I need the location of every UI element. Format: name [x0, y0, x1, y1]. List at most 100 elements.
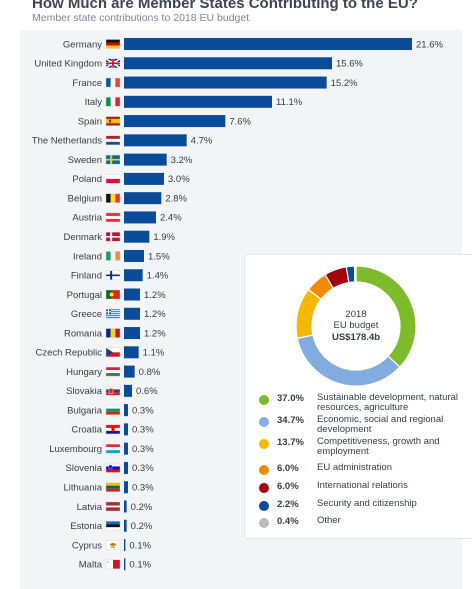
flag-fi-icon	[105, 270, 121, 280]
country-label: Estonia	[70, 521, 102, 532]
bar-value-label: 3.0%	[168, 174, 190, 185]
bar-value-label: 1.2%	[144, 290, 166, 301]
flag-pt-icon	[105, 289, 121, 300]
legend-dot-icon	[259, 483, 269, 493]
flag-fr-icon	[105, 77, 121, 88]
donut-center-name: EU budget	[333, 320, 379, 331]
country-label: Slovakia	[66, 386, 103, 397]
country-label: Sweden	[68, 155, 102, 166]
flag-be-icon	[105, 193, 121, 203]
legend-item: 6.0% International relations	[259, 481, 472, 505]
legend-percent: 0.4%	[277, 516, 299, 527]
legend-label: International relations	[317, 480, 408, 491]
flag-gr-icon	[105, 309, 121, 319]
country-label: Finland	[71, 271, 102, 282]
flag-lu-icon	[105, 443, 121, 454]
flag-nl-icon	[105, 135, 121, 146]
bar-value-label: 3.2%	[171, 155, 193, 166]
flag-uk-icon	[105, 58, 121, 69]
bar	[124, 76, 327, 89]
bar-value-label: 2.4%	[160, 213, 182, 224]
country-label: Cyprus	[72, 540, 102, 551]
bar-value-label: 2.8%	[165, 193, 187, 204]
flag-dk-icon	[105, 231, 121, 242]
bar-value-label: 15.2%	[331, 78, 358, 89]
donut-center-amount: US$178.4b	[331, 332, 381, 343]
flag-si-icon	[105, 463, 121, 473]
donut-slice	[353, 265, 357, 283]
legend-percent: 6.0%	[277, 481, 299, 492]
country-label: France	[72, 78, 102, 89]
bar	[124, 327, 140, 340]
bar	[124, 115, 226, 128]
bar	[124, 211, 156, 224]
bar-value-label: 11.1%	[276, 97, 303, 108]
legend-dot-icon	[259, 501, 269, 511]
flag-lt-icon	[105, 482, 121, 492]
legend-item: 37.0% Sustainable development, natural re…	[259, 393, 472, 417]
bar-value-label: 1.2%	[144, 328, 166, 339]
chart-panel: Germany 21.6% United Kingdom 15.6% France 15.…	[20, 30, 472, 589]
flag-se-icon	[105, 154, 121, 165]
legend-dot-icon	[259, 417, 269, 427]
bar-value-label: 1.1%	[143, 348, 165, 359]
flag-ie-icon	[105, 251, 121, 261]
bar-value-label: 1.5%	[148, 251, 170, 262]
bar	[124, 384, 132, 397]
bar	[124, 95, 272, 108]
chart-title: How Much are Member States Contributing …	[32, 0, 418, 12]
legend-item: 0.4% Other	[259, 516, 472, 540]
legend-label: Sustainable development, natural resourc…	[317, 392, 459, 413]
bar-value-label: 0.6%	[136, 386, 158, 397]
budget-card: 2018 EU budget US$178.4b 37.0% Sustainabl…	[244, 254, 472, 539]
country-label: Spain	[78, 116, 102, 127]
legend-item: 2.2% Security and citizenship	[259, 499, 472, 523]
flag-es-icon	[105, 116, 121, 126]
chart-subtitle: Member state contributions to 2018 EU bu…	[32, 12, 250, 24]
country-label: Lithuania	[63, 483, 102, 494]
bar-value-label: 1.9%	[153, 232, 175, 243]
legend-label: Other	[317, 515, 341, 526]
flag-at-icon	[105, 212, 121, 223]
flag-sk-icon	[105, 386, 121, 396]
flag-bg-icon	[105, 405, 121, 415]
bar-value-label: 1.4%	[147, 271, 169, 282]
bar-value-label: 0.3%	[132, 463, 154, 474]
legend-dot-icon	[259, 439, 269, 449]
country-label: Romania	[64, 328, 103, 339]
bar	[124, 307, 140, 320]
bar-value-label: 0.3%	[132, 483, 154, 494]
flag-hu-icon	[105, 366, 121, 377]
flag-lv-icon	[105, 501, 121, 512]
legend-percent: 6.0%	[277, 463, 299, 474]
bar-value-label: 0.3%	[132, 405, 154, 416]
legend-label: Competitiveness, growth and employment	[317, 436, 440, 457]
bar-value-label: 15.6%	[336, 59, 363, 70]
flag-pl-icon	[105, 174, 121, 184]
bar-value-label: 0.2%	[131, 502, 153, 513]
flag-ro-icon	[105, 328, 121, 338]
bar	[124, 192, 162, 205]
country-label: Croatia	[71, 425, 102, 436]
bar	[124, 558, 126, 571]
bar	[124, 269, 143, 282]
country-label: Luxembourg	[49, 444, 102, 455]
bar	[124, 249, 144, 262]
bar-value-label: 0.3%	[132, 425, 154, 436]
bar	[124, 346, 139, 359]
country-label: Greece	[71, 309, 102, 320]
bar-value-label: 0.3%	[132, 444, 154, 455]
flag-cz-icon	[105, 347, 121, 358]
country-label: The Netherlands	[32, 136, 102, 147]
bar	[124, 423, 128, 436]
flag-cy-icon	[105, 540, 121, 550]
legend-label: EU administration	[317, 462, 392, 473]
country-label: Denmark	[63, 232, 102, 243]
country-label: United Kingdom	[34, 59, 102, 70]
bar	[124, 153, 167, 166]
legend-dot-icon	[259, 465, 269, 475]
bar	[124, 481, 128, 494]
bar-value-label: 0.1%	[129, 560, 151, 571]
bar-value-label: 7.6%	[229, 116, 251, 127]
donut-chart	[295, 265, 417, 387]
